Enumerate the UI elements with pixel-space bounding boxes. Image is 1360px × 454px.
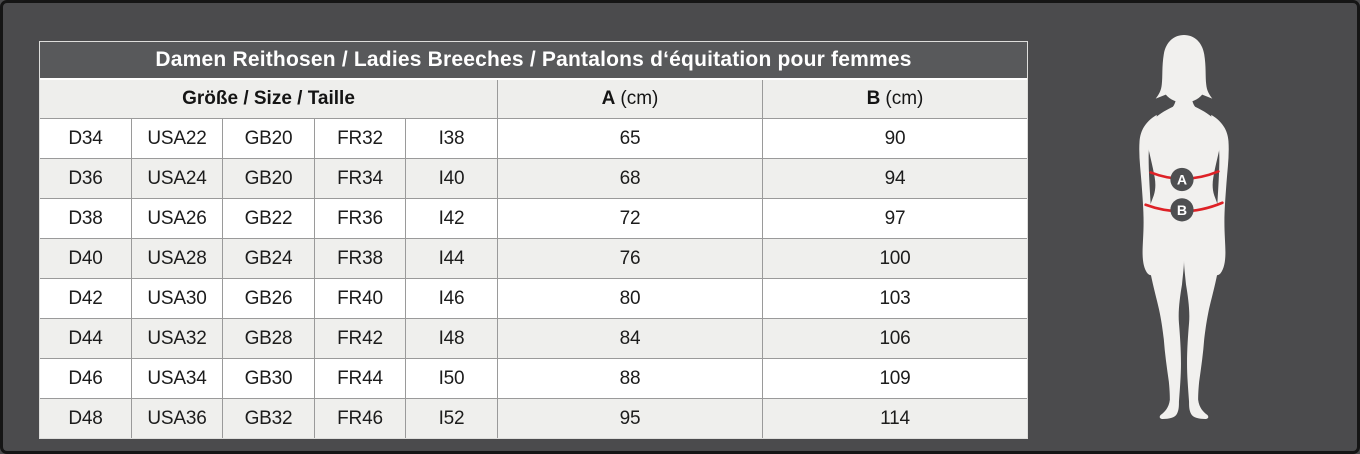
- cell-usa: USA30: [131, 279, 222, 319]
- cell-fr: FR46: [314, 399, 405, 438]
- table-title: Damen Reithosen / Ladies Breeches / Pant…: [40, 42, 1027, 80]
- woman-silhouette-icon: A B: [1139, 35, 1229, 419]
- column-a-unit: (cm): [620, 88, 659, 109]
- cell-i: I50: [405, 359, 497, 399]
- cell-a: 88: [497, 359, 762, 399]
- table-row: D48 USA36 GB32 FR46 I52 95 114: [40, 399, 1027, 438]
- cell-b: 114: [762, 399, 1027, 438]
- cell-usa: USA26: [131, 199, 222, 239]
- column-b-unit: (cm): [885, 88, 924, 109]
- measurement-figure: A B: [1129, 32, 1239, 422]
- table-row: D42 USA30 GB26 FR40 I46 80 103: [40, 279, 1027, 319]
- column-header-b: B (cm): [762, 80, 1027, 119]
- table-row: D46 USA34 GB30 FR44 I50 88 109: [40, 359, 1027, 399]
- cell-fr: FR36: [314, 199, 405, 239]
- column-b-letter: B: [866, 88, 881, 109]
- cell-i: I38: [405, 119, 497, 159]
- cell-fr: FR32: [314, 119, 405, 159]
- cell-i: I44: [405, 239, 497, 279]
- table-row: D36 USA24 GB20 FR34 I40 68 94: [40, 159, 1027, 199]
- body-shape: [1144, 88, 1224, 419]
- cell-b: 90: [762, 119, 1027, 159]
- cell-gb: GB32: [222, 399, 314, 438]
- table-row: D40 USA28 GB24 FR38 I44 76 100: [40, 239, 1027, 279]
- cell-d: D38: [40, 199, 131, 239]
- marker-a-circle: [1170, 167, 1194, 192]
- cell-b: 97: [762, 199, 1027, 239]
- cell-d: D34: [40, 119, 131, 159]
- column-a-letter: A: [601, 88, 616, 109]
- table-header-row: Größe / Size / Taille A (cm) B (cm): [40, 80, 1027, 119]
- marker-b-label: B: [1177, 202, 1187, 218]
- cell-usa: USA36: [131, 399, 222, 438]
- cell-gb: GB30: [222, 359, 314, 399]
- cell-i: I46: [405, 279, 497, 319]
- cell-fr: FR38: [314, 239, 405, 279]
- cell-usa: USA22: [131, 119, 222, 159]
- cell-a: 76: [497, 239, 762, 279]
- cell-fr: FR44: [314, 359, 405, 399]
- cell-a: 65: [497, 119, 762, 159]
- column-header-a: A (cm): [497, 80, 762, 119]
- cell-b: 109: [762, 359, 1027, 399]
- size-table-body: D34 USA22 GB20 FR32 I38 65 90 D36 USA24 GB20 FR34 I…: [40, 119, 1027, 438]
- marker-b-circle: [1170, 198, 1194, 222]
- cell-fr: FR34: [314, 159, 405, 199]
- cell-d: D44: [40, 319, 131, 359]
- cell-i: I52: [405, 399, 497, 438]
- size-chart-table-container: Damen Reithosen / Ladies Breeches / Pant…: [39, 41, 1028, 439]
- cell-gb: GB28: [222, 319, 314, 359]
- size-column-group-header: Größe / Size / Taille: [40, 80, 497, 119]
- cell-gb: GB22: [222, 199, 314, 239]
- cell-d: D40: [40, 239, 131, 279]
- cell-gb: GB20: [222, 159, 314, 199]
- cell-usa: USA28: [131, 239, 222, 279]
- cell-b: 94: [762, 159, 1027, 199]
- marker-a-label: A: [1177, 172, 1187, 188]
- hair-shape: [1155, 35, 1213, 103]
- cell-a: 95: [497, 399, 762, 438]
- cell-gb: GB20: [222, 119, 314, 159]
- cell-usa: USA24: [131, 159, 222, 199]
- cell-b: 103: [762, 279, 1027, 319]
- cell-i: I42: [405, 199, 497, 239]
- cell-d: D36: [40, 159, 131, 199]
- table-title-row: Damen Reithosen / Ladies Breeches / Pant…: [40, 42, 1027, 80]
- cell-a: 68: [497, 159, 762, 199]
- cell-d: D46: [40, 359, 131, 399]
- table-row: D38 USA26 GB22 FR36 I42 72 97: [40, 199, 1027, 239]
- cell-a: 72: [497, 199, 762, 239]
- cell-d: D42: [40, 279, 131, 319]
- cell-usa: USA32: [131, 319, 222, 359]
- cell-gb: GB24: [222, 239, 314, 279]
- cell-gb: GB26: [222, 279, 314, 319]
- cell-fr: FR40: [314, 279, 405, 319]
- table-row: D34 USA22 GB20 FR32 I38 65 90: [40, 119, 1027, 159]
- cell-usa: USA34: [131, 359, 222, 399]
- cell-b: 100: [762, 239, 1027, 279]
- cell-a: 84: [497, 319, 762, 359]
- cell-a: 80: [497, 279, 762, 319]
- cell-b: 106: [762, 319, 1027, 359]
- cell-i: I40: [405, 159, 497, 199]
- cell-d: D48: [40, 399, 131, 438]
- table-row: D44 USA32 GB28 FR42 I48 84 106: [40, 319, 1027, 359]
- cell-fr: FR42: [314, 319, 405, 359]
- cell-i: I48: [405, 319, 497, 359]
- size-table: Damen Reithosen / Ladies Breeches / Pant…: [40, 42, 1027, 438]
